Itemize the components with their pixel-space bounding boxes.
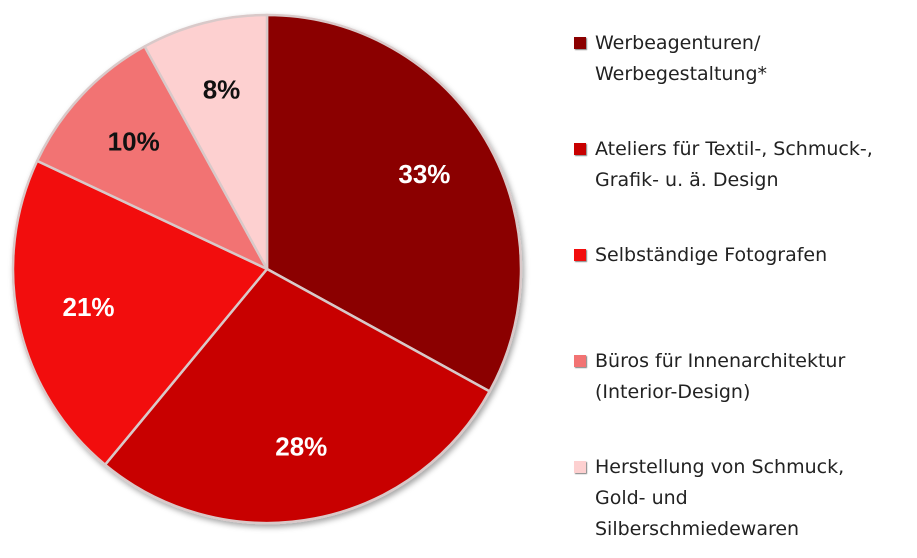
legend-item: Ateliers für Textil-, Schmuck-, Grafik- … [574, 134, 917, 240]
pie-slice [265, 13, 523, 393]
page: {"chart_data": {"type": "pie", "categori… [11, 13, 873, 540]
value-label: 8% [203, 75, 241, 105]
legend-item: Büros für Innenarchitektur (Interior-Des… [574, 346, 917, 452]
value-label: 33% [398, 159, 450, 189]
legend-label: Ateliers für Textil-, Schmuck-, Grafik- … [595, 138, 873, 191]
value-label: 21% [63, 292, 115, 322]
legend-item: Herstellung von Schmuck, Gold- und Silbe… [574, 452, 917, 558]
pie-slice [103, 267, 491, 525]
legend-swatch [574, 461, 586, 473]
pie-slice [11, 159, 269, 466]
value-label: 10% [108, 127, 160, 157]
legend-label: Herstellung von Schmuck, Gold- und Silbe… [595, 456, 845, 540]
value-label: 28% [275, 432, 327, 462]
legend-swatch [574, 143, 586, 155]
legend-swatch [574, 249, 586, 261]
legend: Werbeagenturen/ Werbegestaltung* Ateliers… [574, 28, 917, 558]
legend-item: Selbständige Fotografen [574, 240, 917, 346]
value-labels: 33% 28% 21% 10% 8% [63, 75, 451, 462]
legend-item: Werbeagenturen/ Werbegestaltung* [574, 28, 917, 134]
legend-label: Büros für Innenarchitektur (Interior-Des… [595, 350, 846, 403]
legend-swatch [574, 355, 586, 367]
legend-swatch [574, 37, 586, 49]
legend-label: Werbeagenturen/ Werbegestaltung* [595, 32, 768, 85]
pie-slice [143, 13, 269, 271]
chart: 33% 28% 21% 10% 8% [11, 13, 523, 525]
pie [11, 13, 523, 525]
pie-slice [35, 45, 269, 271]
legend-label: Selbständige Fotografen [595, 244, 828, 266]
